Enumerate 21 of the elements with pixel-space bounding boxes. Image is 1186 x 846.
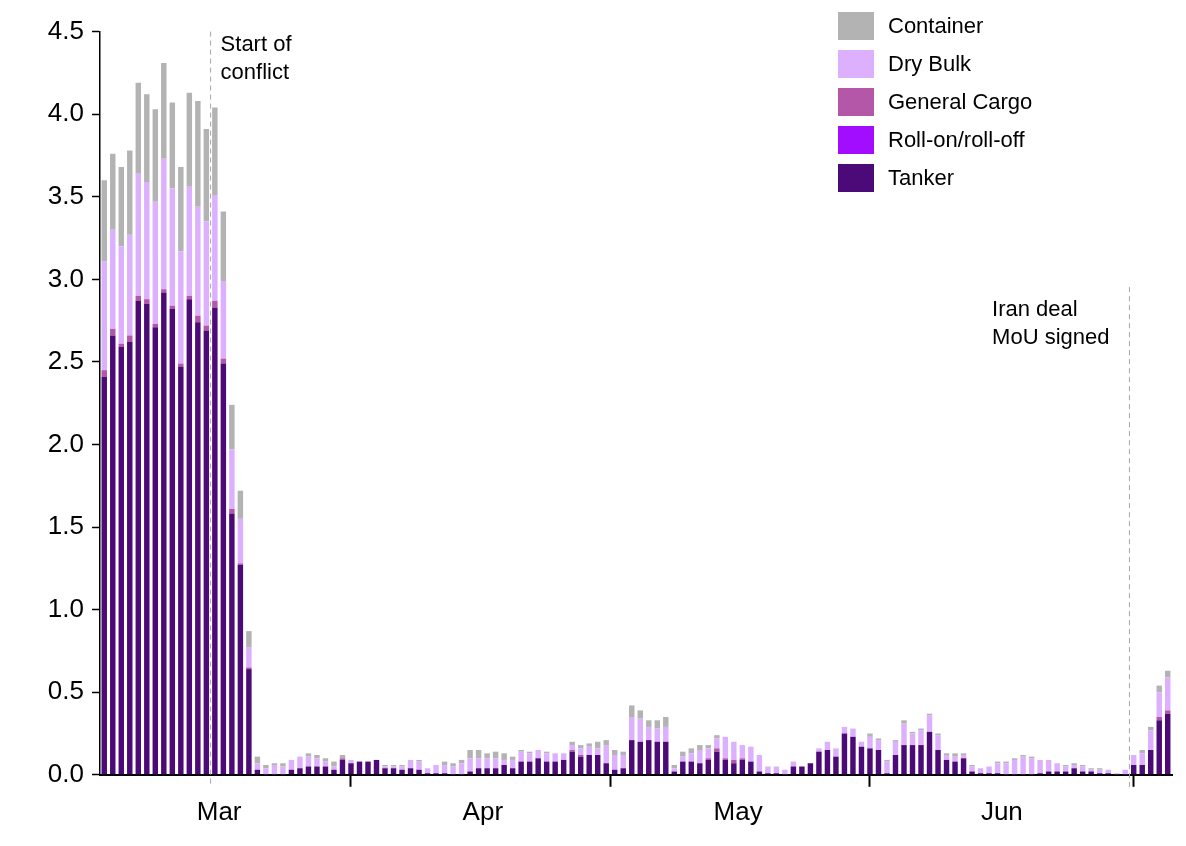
y-tick-label: 4.5 [47, 14, 84, 45]
y-tick-label: 1.0 [47, 592, 84, 623]
y-tick-label: 3.5 [47, 179, 84, 210]
y-tick-label: 2.0 [47, 427, 84, 458]
legend-label: Container [888, 13, 984, 39]
ref-line-label: Iran deal MoU signed [992, 296, 1110, 350]
x-tick-label: May [713, 795, 763, 826]
ref-line-label: Start of conflict [220, 30, 293, 84]
y-tick-label: 4.0 [47, 97, 84, 128]
y-tick-label: 0.5 [47, 675, 84, 706]
y-tick-label: 0.0 [47, 757, 84, 788]
legend-label: General Cargo [888, 89, 1033, 115]
y-tick-label: 3.0 [47, 262, 84, 293]
y-tick-label: 1.5 [47, 510, 84, 541]
x-tick-label: Apr [462, 795, 504, 826]
x-tick-label: Mar [196, 795, 242, 826]
legend-label: Tanker [888, 165, 955, 191]
legend-label: Dry Bulk [888, 51, 972, 77]
legend-label: Roll-on/roll-off [888, 127, 1025, 153]
y-tick-label: 2.5 [47, 345, 84, 376]
x-tick-label: Jun [980, 795, 1023, 826]
